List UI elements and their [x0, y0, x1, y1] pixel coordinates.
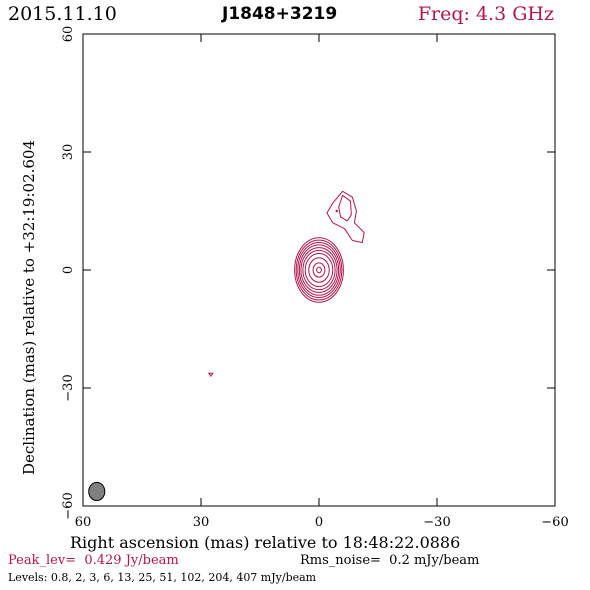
plot-frame — [82, 33, 556, 507]
frequency-label: Freq: 4.3 GHz — [417, 3, 554, 25]
jet-contour-outer — [326, 190, 365, 243]
contour-levels: Levels: 0.8, 2, 3, 6, 13, 25, 51, 102, 2… — [8, 571, 317, 584]
core-contour — [312, 262, 326, 278]
rms-label: Rms_noise= — [300, 553, 381, 568]
core-contour — [294, 237, 344, 303]
axis-ticks — [82, 33, 556, 507]
y-tick-label: 60 — [61, 26, 76, 43]
core-contour — [295, 239, 343, 301]
observation-date: 2015.11.10 — [8, 3, 117, 25]
x-tick-label: 0 — [315, 515, 323, 530]
y-tick-label: −60 — [61, 492, 76, 519]
x-tick-label: −30 — [423, 515, 450, 530]
jet-peak — [335, 209, 338, 213]
noise-contour — [207, 372, 214, 378]
x-axis-label: Right ascension (mas) relative to 18:48:… — [70, 533, 461, 552]
x-tick-label: 60 — [75, 515, 92, 530]
y-tick-label: −30 — [61, 374, 76, 401]
peak-value: 0.429 Jy/beam — [84, 553, 179, 568]
beam-shape — [88, 481, 106, 502]
rms-value: 0.2 mJy/beam — [389, 553, 480, 568]
core-contour — [304, 252, 334, 288]
y-tick-label: 0 — [61, 266, 76, 274]
x-tick-label: −60 — [541, 515, 568, 530]
jet-contour-inner — [338, 194, 352, 222]
source-name: J1848+3219 — [222, 4, 338, 24]
contour-lines — [207, 190, 365, 378]
rms-noise: Rms_noise= 0.2 mJy/beam — [300, 553, 479, 568]
y-axis-label: Declination (mas) relative to +32:19:02.… — [20, 139, 38, 475]
core-contour — [308, 257, 330, 283]
y-tick-label: 30 — [61, 144, 76, 161]
core-contour — [297, 241, 341, 299]
x-tick-label: 30 — [193, 515, 210, 530]
core-contour — [302, 249, 336, 291]
core-contour — [298, 244, 340, 296]
peak-level: Peak_lev= 0.429 Jy/beam — [8, 553, 179, 568]
core-contour — [300, 247, 338, 293]
core-contour — [316, 266, 322, 274]
beam-ellipse — [88, 481, 106, 502]
peak-label: Peak_lev= — [8, 553, 77, 568]
